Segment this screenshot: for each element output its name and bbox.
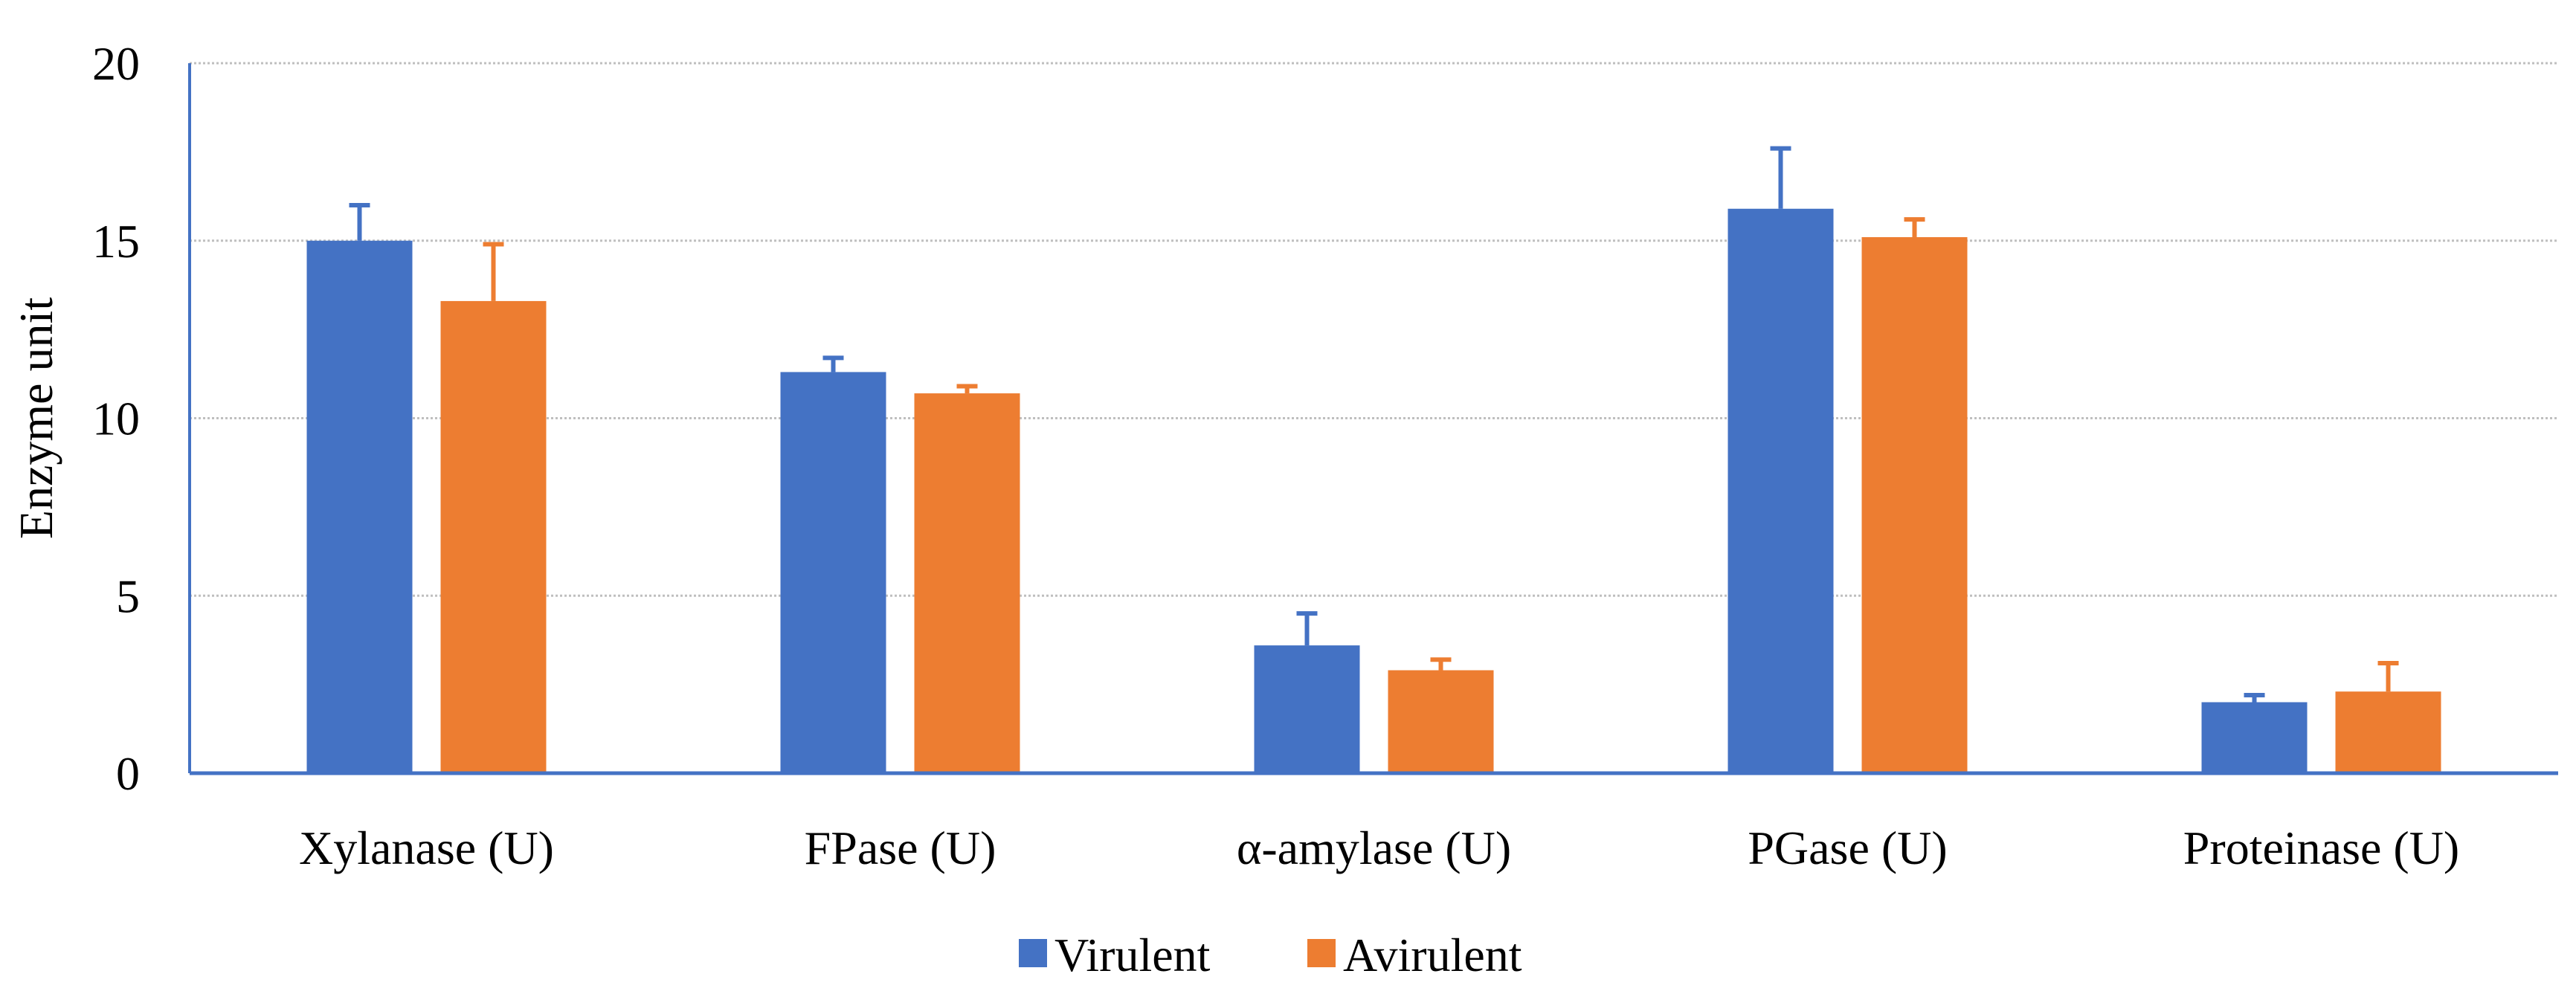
legend-swatch-avirulent xyxy=(1307,939,1336,967)
y-tick-label: 5 xyxy=(116,569,140,622)
x-tick-label: Xylanase (U) xyxy=(299,822,554,874)
bar-avirulent-0 xyxy=(440,300,547,773)
bars-layer xyxy=(306,146,2441,774)
legend-label-avirulent: Avirulent xyxy=(1343,929,1522,981)
x-tick-label: Proteinase (U) xyxy=(2183,822,2459,874)
bar-virulent-4 xyxy=(2201,702,2308,773)
y-tick-label: 20 xyxy=(92,37,140,90)
bar-virulent-2 xyxy=(1254,645,1360,773)
bar-virulent-1 xyxy=(780,372,886,773)
y-tick-label: 10 xyxy=(92,393,140,445)
y-tick-label: 15 xyxy=(92,215,140,268)
bar-avirulent-4 xyxy=(2335,691,2441,773)
bar-virulent-3 xyxy=(1727,208,1834,773)
bar-avirulent-3 xyxy=(1861,236,1968,774)
x-tick-label: α-amylase (U) xyxy=(1237,822,1511,874)
legend: Virulent Avirulent xyxy=(1019,929,1522,981)
axis-layer xyxy=(188,63,2558,775)
bar-avirulent-1 xyxy=(914,393,1020,773)
legend-swatch-virulent xyxy=(1019,939,1047,967)
y-tick-label: 0 xyxy=(116,747,140,800)
labels-layer: 0 5 10 15 20 Xylanase (U) FPase (U) α-amylase (… xyxy=(10,37,2459,874)
x-tick-label: PGase (U) xyxy=(1748,822,1947,874)
bar-virulent-0 xyxy=(306,240,413,773)
x-tick-label: FPase (U) xyxy=(805,822,996,874)
grid-layer xyxy=(190,62,2558,597)
legend-label-virulent: Virulent xyxy=(1054,929,1211,981)
y-axis-title: Enzyme unit xyxy=(10,297,62,539)
bar-avirulent-2 xyxy=(1388,670,1494,773)
